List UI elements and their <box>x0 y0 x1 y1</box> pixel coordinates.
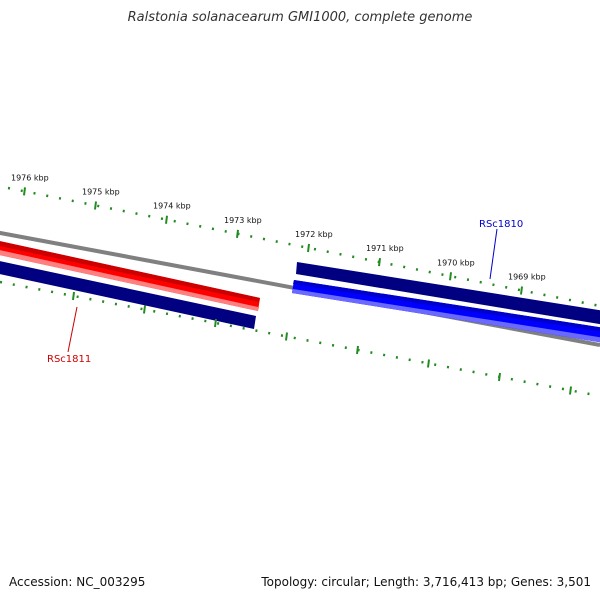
gene-rsc1811-partner <box>0 261 256 329</box>
gene-label-rsc1810[interactable]: RSc1810 <box>479 219 523 230</box>
upper-major-tick <box>236 229 239 238</box>
gene-rsc1811[interactable] <box>0 240 260 329</box>
tick-label: 1976 kbp <box>11 173 49 182</box>
upper-major-tick <box>23 187 26 196</box>
rsc1810-leader-line <box>489 228 498 280</box>
gene-rsc1810-partner <box>296 262 600 325</box>
gene-rsc1811-shade <box>0 241 260 302</box>
lower-major-tick <box>498 372 501 382</box>
accession-text: Accession: NC_003295 <box>9 575 146 589</box>
upper-major-tick <box>378 258 381 267</box>
lower-major-tick <box>569 386 572 395</box>
lower-tick-row <box>0 280 600 398</box>
tick-label: 1972 kbp <box>295 230 333 239</box>
tick-label: 1973 kbp <box>224 216 262 225</box>
lower-major-tick <box>427 359 430 368</box>
upper-major-tick <box>449 272 452 281</box>
tick-label: 1971 kbp <box>366 244 404 253</box>
gene-rsc1811-highlight <box>0 250 258 311</box>
upper-major-tick <box>520 286 523 295</box>
lower-major-tick <box>285 332 288 341</box>
genome-summary-text: Topology: circular; Length: 3,716,413 bp… <box>261 575 591 589</box>
tick-label: 1970 kbp <box>437 258 475 267</box>
tick-label: 1974 kbp <box>153 202 191 211</box>
lower-major-ticks <box>72 291 572 395</box>
tick-label: 1969 kbp <box>508 272 546 281</box>
rsc1811-leader-line <box>67 306 78 353</box>
gene-rsc1810-shade <box>293 280 600 332</box>
upper-major-tick <box>94 201 97 210</box>
lower-major-tick <box>214 318 217 328</box>
tick-label: 1975 kbp <box>82 188 120 197</box>
tick-labels: 1976 kbp 1975 kbp 1974 kbp 1973 kbp 1972 kbp… <box>11 173 546 281</box>
upper-major-tick <box>165 215 168 224</box>
lower-major-tick <box>143 305 146 314</box>
upper-major-ticks <box>23 187 523 295</box>
upper-major-tick <box>307 243 310 253</box>
lower-major-tick <box>72 291 75 301</box>
lower-major-tick <box>356 345 359 355</box>
gene-rsc1810-highlight <box>292 289 600 343</box>
gene-rsc1810[interactable] <box>292 262 600 343</box>
map-title: Ralstonia solanacearum GMI1000, complete… <box>127 10 473 25</box>
gene-label-rsc1811[interactable]: RSc1811 <box>47 354 91 365</box>
upper-tick-row: 1976 kbp 1975 kbp 1974 kbp 1973 kbp 1972 kbp… <box>7 173 600 308</box>
